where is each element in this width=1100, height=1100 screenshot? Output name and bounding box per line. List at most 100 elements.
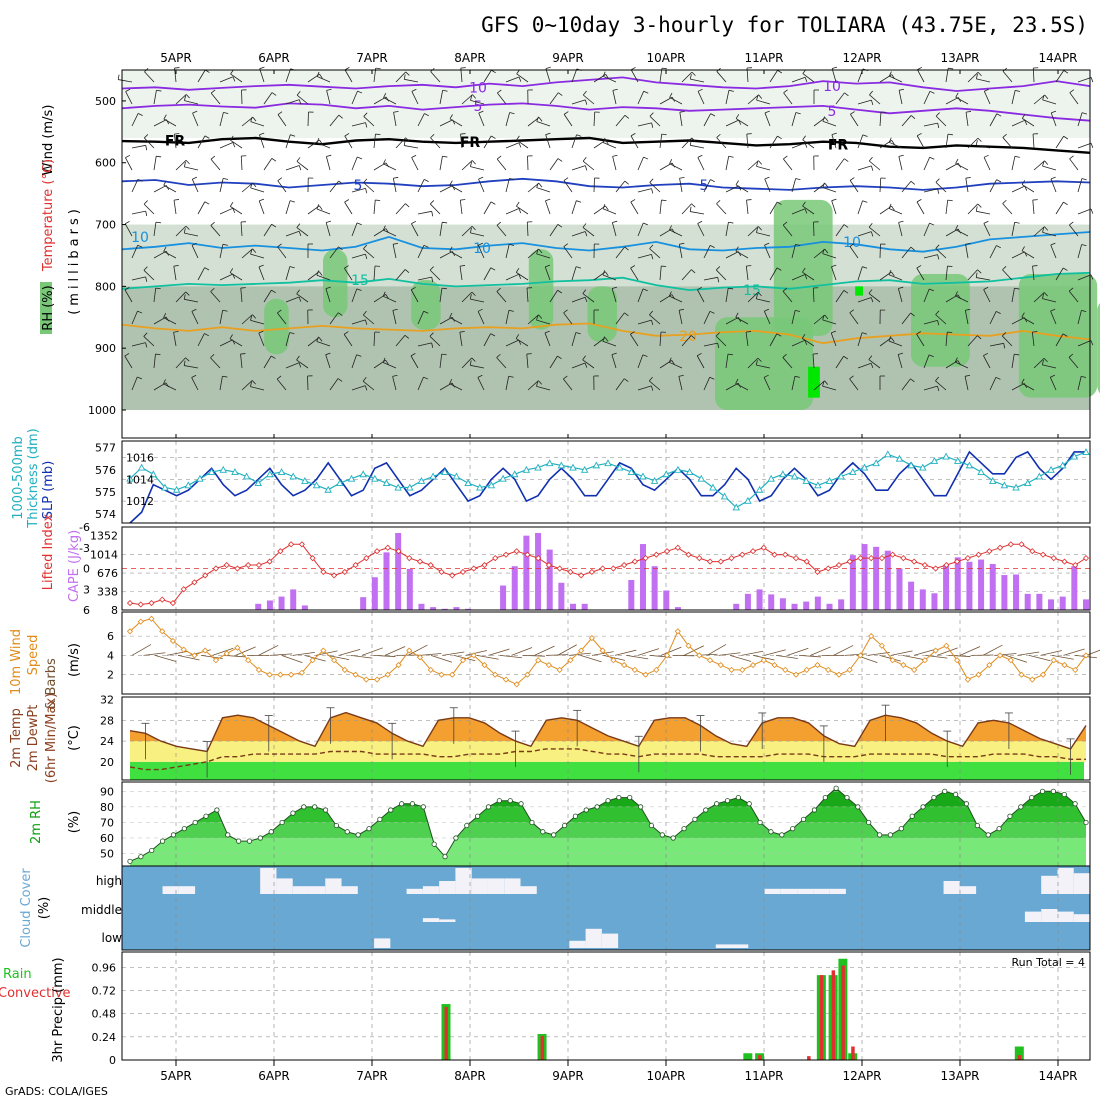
rh-point <box>257 835 263 841</box>
wind-barb-flag <box>764 308 770 312</box>
wind-barb <box>184 100 199 105</box>
wind-barb-flag <box>746 199 752 201</box>
precip-tick: 0.72 <box>92 985 117 998</box>
wind-barb <box>329 312 339 325</box>
cape-bar <box>744 593 751 610</box>
wind-barb-flag <box>449 379 453 384</box>
rh-point <box>312 804 318 810</box>
wind-barb-flag <box>230 69 234 75</box>
wind-barb <box>516 73 529 83</box>
wind-barb <box>791 142 806 149</box>
wind-barb-flag <box>185 291 190 296</box>
cape-bar <box>756 589 763 610</box>
wind-barb <box>630 201 639 215</box>
wind-barb-flag <box>442 221 448 224</box>
wind-barb-flag <box>975 73 978 79</box>
wind-barb-flag <box>777 69 783 74</box>
wind-barb-flag <box>403 74 406 80</box>
rh-point <box>159 838 166 844</box>
wind-barb-flag <box>393 110 399 113</box>
wind-barb <box>536 319 551 325</box>
wind-barb-flag <box>383 93 387 98</box>
rh-point <box>192 819 198 826</box>
wind-barb <box>897 354 903 369</box>
wind-speed-point <box>406 647 413 654</box>
wind-barb-flag <box>735 246 739 252</box>
wind-barb-flag <box>1014 287 1020 290</box>
wind-barb-flag <box>143 200 148 205</box>
wind-barb <box>898 156 903 171</box>
wind-barb-flag <box>469 360 472 366</box>
wind-speed-point <box>631 666 638 673</box>
wind-barb-flag <box>831 198 837 202</box>
wind-barb-flag <box>316 204 320 210</box>
cape-bar <box>639 544 646 610</box>
wind-barb-flag <box>298 231 302 237</box>
wind-barb-flag <box>602 270 606 276</box>
wind-speed-point <box>782 666 789 673</box>
wind-barb-flag <box>557 289 563 294</box>
wind-barb <box>983 157 991 171</box>
wind-speed-point <box>749 661 757 669</box>
isotherm-line <box>121 177 1091 191</box>
slp-tick: 1012 <box>126 495 154 508</box>
wind-barb-flag <box>298 165 302 171</box>
li-point <box>706 558 714 565</box>
wind-barb <box>746 200 749 215</box>
dewpt-line <box>129 748 1086 771</box>
wind-barb <box>439 119 453 127</box>
wind-barb-flag <box>843 355 849 360</box>
wind-barb-10m <box>131 644 152 656</box>
wind-barb-flag <box>337 378 343 382</box>
thickness-point <box>674 465 682 473</box>
wind-barb-flag <box>916 265 922 269</box>
wind-barb-flag <box>822 116 825 122</box>
wind-barb-flag <box>1021 113 1026 119</box>
wind-barb <box>637 188 652 193</box>
wind-barb <box>439 90 444 105</box>
wind-barb <box>935 380 947 391</box>
wind-barb-10m <box>1017 651 1040 656</box>
wind-barb-flag <box>1002 133 1007 138</box>
cloud-low-cell <box>374 938 391 948</box>
wind-barb-flag <box>496 287 501 292</box>
wind-barb <box>210 159 221 171</box>
wind-barb <box>373 134 376 149</box>
wind-barb <box>813 183 826 193</box>
wind-barb-flag <box>844 92 849 97</box>
wind-barb <box>725 288 729 303</box>
wind-barb <box>678 376 683 391</box>
rh-point <box>355 832 361 838</box>
wind-speed-point <box>373 676 381 683</box>
wind-barb-flag <box>983 154 989 158</box>
wind-barb <box>571 68 578 83</box>
wind-barb-flag <box>296 355 300 361</box>
wind-barb <box>230 73 243 83</box>
wind-barb-flag <box>612 220 618 223</box>
wind-barb-flag <box>843 224 849 228</box>
wind-barb <box>316 208 331 215</box>
top-time-label: 5APR <box>160 51 191 65</box>
wind-barb <box>545 68 551 83</box>
wind-barb-flag <box>411 88 417 92</box>
wind-barb <box>964 310 969 325</box>
wind-barb-flag <box>824 380 829 385</box>
wind-barb-flag <box>271 289 276 294</box>
wind-barb-flag <box>319 139 323 145</box>
wind-barb-flag <box>735 114 740 119</box>
wind-speed-point <box>997 652 1004 659</box>
li-point <box>341 568 348 576</box>
wind-barb <box>923 385 938 391</box>
li-point <box>180 586 187 593</box>
wind-barb <box>916 333 925 347</box>
wind-barb <box>697 157 705 171</box>
wind-barb-flag <box>849 243 855 247</box>
li-point <box>406 555 413 562</box>
wind-barb <box>756 165 771 171</box>
wind-barb-flag <box>557 224 563 228</box>
wind-barb-flag <box>691 269 696 274</box>
wind-barb <box>549 290 558 303</box>
wind-barb-flag <box>977 71 982 77</box>
li-point <box>878 555 885 562</box>
